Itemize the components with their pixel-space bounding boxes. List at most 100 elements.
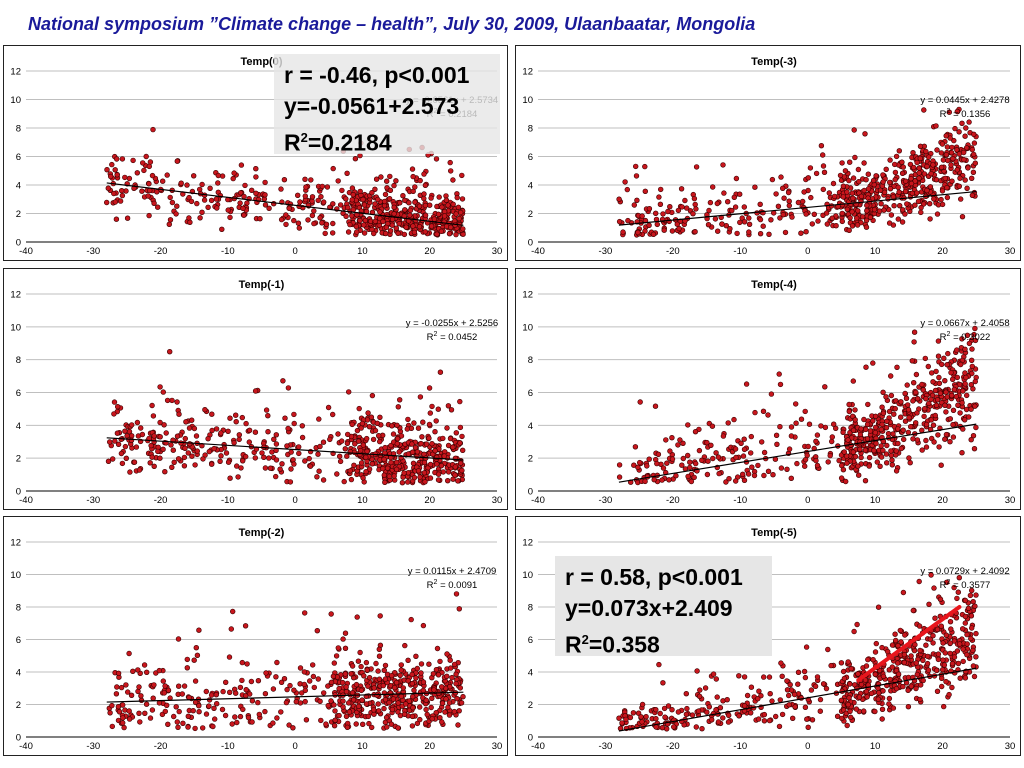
data-point [455, 478, 461, 484]
data-point [255, 699, 261, 706]
data-point [951, 137, 957, 144]
data-point [914, 190, 920, 196]
x-tick-label: 0 [805, 495, 810, 506]
data-point [896, 189, 902, 195]
data-point [210, 723, 216, 730]
data-point [925, 363, 931, 370]
data-point [687, 459, 693, 465]
data-point [381, 198, 388, 205]
data-point [761, 674, 767, 680]
data-point [954, 595, 960, 602]
data-point [149, 454, 155, 460]
data-point [179, 691, 186, 697]
data-point [825, 646, 831, 653]
data-point [657, 710, 663, 717]
data-point [252, 429, 259, 435]
data-point [422, 479, 428, 485]
data-point [422, 182, 429, 189]
data-point [973, 424, 979, 431]
data-point [199, 181, 205, 188]
data-point [219, 706, 226, 713]
data-point [343, 713, 350, 720]
data-point [829, 438, 835, 445]
data-point [891, 203, 897, 209]
data-point [924, 660, 931, 667]
data-point [413, 675, 419, 681]
data-point [194, 200, 200, 207]
data-point [964, 392, 970, 399]
data-point [447, 159, 453, 166]
data-point [883, 425, 890, 431]
data-point [779, 673, 785, 680]
data-point [453, 591, 460, 597]
data-point [887, 157, 893, 163]
data-point [434, 461, 440, 467]
data-point [935, 432, 941, 438]
y-tick-label: 10 [10, 95, 21, 106]
data-point [361, 202, 368, 208]
data-point [943, 409, 949, 415]
data-point [962, 177, 968, 183]
data-point [352, 441, 358, 447]
data-point [880, 410, 887, 416]
data-point [302, 458, 308, 464]
data-point [278, 709, 284, 715]
data-point [410, 188, 416, 195]
data-point [273, 432, 279, 438]
data-point [417, 704, 423, 710]
x-tick-label: -40 [19, 495, 33, 506]
data-point [963, 406, 970, 413]
data-point [354, 614, 360, 620]
y-tick-label: 0 [16, 238, 21, 249]
data-point [201, 197, 208, 203]
data-point [911, 339, 917, 345]
data-point [727, 226, 733, 232]
data-point [892, 176, 898, 183]
data-point [820, 681, 827, 687]
data-point [845, 701, 851, 708]
data-point [910, 607, 916, 614]
data-point [881, 207, 887, 213]
data-point [223, 679, 229, 686]
data-point [390, 696, 397, 702]
data-point [162, 469, 168, 475]
data-point [821, 169, 828, 176]
data-point [897, 627, 903, 634]
data-point [861, 416, 867, 423]
x-tick-label: 20 [424, 495, 435, 506]
data-point [315, 451, 321, 457]
data-point [849, 223, 856, 229]
data-point [231, 440, 237, 446]
data-point [973, 630, 979, 637]
data-point [233, 690, 239, 696]
data-point [856, 179, 862, 185]
data-point [726, 476, 732, 482]
data-point [285, 385, 292, 391]
data-point [382, 479, 388, 486]
data-point [948, 369, 954, 376]
data-point [781, 195, 787, 201]
data-point [188, 198, 195, 205]
data-point [778, 174, 784, 180]
data-point [757, 216, 764, 223]
data-point [759, 439, 765, 445]
data-point [895, 426, 901, 432]
data-point [638, 714, 644, 720]
data-point [907, 460, 913, 466]
data-point [768, 217, 774, 223]
data-point [265, 413, 271, 419]
data-point [845, 659, 851, 665]
data-point [457, 424, 464, 431]
data-point [844, 722, 850, 729]
data-point [656, 661, 662, 668]
data-point [160, 178, 166, 184]
data-point [939, 361, 945, 368]
data-point [252, 455, 259, 461]
data-point [923, 437, 929, 444]
data-point [239, 414, 246, 421]
data-point [942, 650, 948, 656]
data-point [122, 707, 128, 713]
data-point [422, 229, 428, 235]
data-point [786, 198, 792, 204]
